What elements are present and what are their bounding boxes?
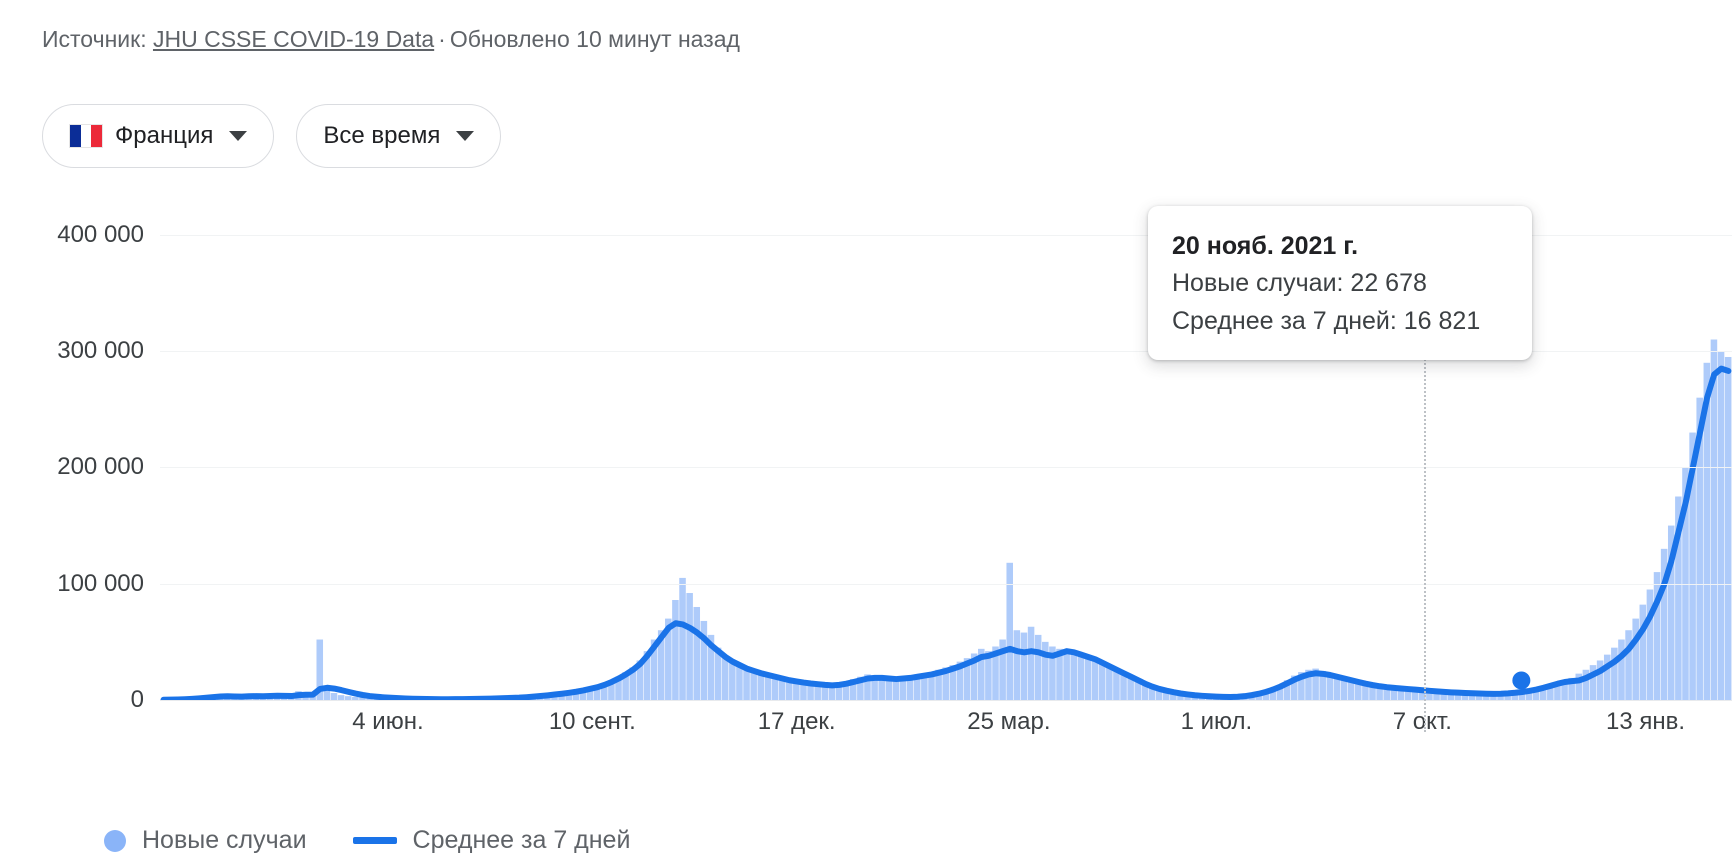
x-axis-tick: 17 дек. (757, 708, 836, 735)
chevron-down-icon (229, 131, 248, 141)
y-axis-tick: 400 000 (57, 220, 144, 248)
france-flag-icon (69, 124, 103, 148)
chevron-down-icon (456, 131, 475, 141)
period-filter-label: Все время (323, 122, 441, 149)
legend-label-avg7: Среднее за 7 дней (412, 826, 631, 854)
legend-item-new-cases[interactable]: Новые случаи (104, 826, 307, 855)
y-axis-tick: 100 000 (57, 569, 144, 597)
legend-line-icon (352, 837, 397, 844)
y-axis-labels: 0 100 000 200 000 300 000 400 000 (0, 200, 152, 713)
source-updated: Обновлено 10 минут назад (449, 26, 740, 52)
chart-plot-area[interactable] (160, 200, 1732, 703)
source-link[interactable]: JHU CSSE COVID-19 Data (152, 26, 435, 52)
chart-series-canvas (160, 200, 1732, 703)
y-axis-tick: 0 (130, 686, 144, 713)
chart-legend: Новые случаи Среднее за 7 дней (104, 826, 630, 855)
country-filter-label: Франция (115, 122, 214, 149)
period-filter-button[interactable]: Все время (296, 104, 502, 168)
tooltip-new-cases: Новые случаи: 22 678 (1172, 269, 1427, 297)
x-axis-tick: 25 мар. (967, 708, 1051, 735)
covid-cases-chart[interactable]: 0 100 000 200 000 300 000 400 000 (0, 200, 1732, 713)
x-axis-labels: 4 июн. 10 сент. 17 дек. 25 мар. 1 июл. 7 окт.… (0, 700, 1732, 760)
x-axis-tick: 1 июл. (1180, 708, 1253, 735)
x-axis-tick: 10 сент. (548, 708, 636, 735)
chart-tooltip: 20 нояб. 2021 г. Новые случаи: 22 678 Ср… (1148, 206, 1532, 360)
gridline (160, 467, 1732, 469)
filter-controls: Франция Все время (42, 104, 502, 168)
x-axis-tick: 7 окт. (1392, 708, 1452, 735)
legend-item-avg7[interactable]: Среднее за 7 дней (352, 826, 631, 855)
source-label: Источник: (42, 26, 147, 52)
country-filter-button[interactable]: Франция (42, 104, 275, 168)
y-axis-tick: 200 000 (57, 453, 144, 481)
tooltip-avg7: Среднее за 7 дней: 16 821 (1172, 307, 1481, 335)
gridline (160, 234, 1732, 236)
source-attribution: Источник: JHU CSSE COVID-19 Data · Обновле… (42, 22, 740, 56)
x-axis-tick: 4 июн. (352, 708, 424, 735)
gridline (160, 351, 1732, 353)
gridline (160, 583, 1732, 585)
tooltip-date: 20 нояб. 2021 г. (1172, 232, 1359, 260)
legend-label-new-cases: Новые случаи (142, 826, 307, 854)
legend-dot-icon (104, 829, 126, 852)
y-axis-tick: 300 000 (57, 337, 144, 365)
source-separator: · (438, 26, 446, 52)
hover-indicator-line (1424, 340, 1426, 732)
x-axis-line (160, 700, 1732, 701)
x-axis-tick: 13 янв. (1606, 708, 1686, 735)
